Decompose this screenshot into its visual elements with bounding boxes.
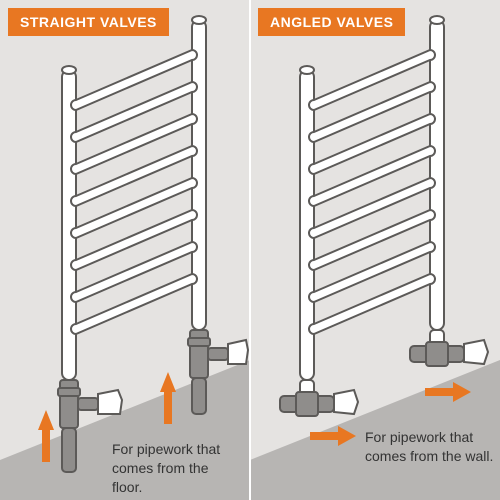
diagram-straight xyxy=(0,0,250,500)
diagram-angled xyxy=(250,0,500,500)
badge-straight: STRAIGHT VALVES xyxy=(8,8,169,36)
panel-straight-valves: STRAIGHT VALVES xyxy=(0,0,250,500)
panel-divider xyxy=(249,0,251,500)
caption-straight: For pipework that comes from the floor. xyxy=(112,440,242,497)
badge-angled: ANGLED VALVES xyxy=(258,8,405,36)
panel-angled-valves: ANGLED VALVES xyxy=(250,0,500,500)
caption-angled: For pipework that comes from the wall. xyxy=(365,428,495,466)
